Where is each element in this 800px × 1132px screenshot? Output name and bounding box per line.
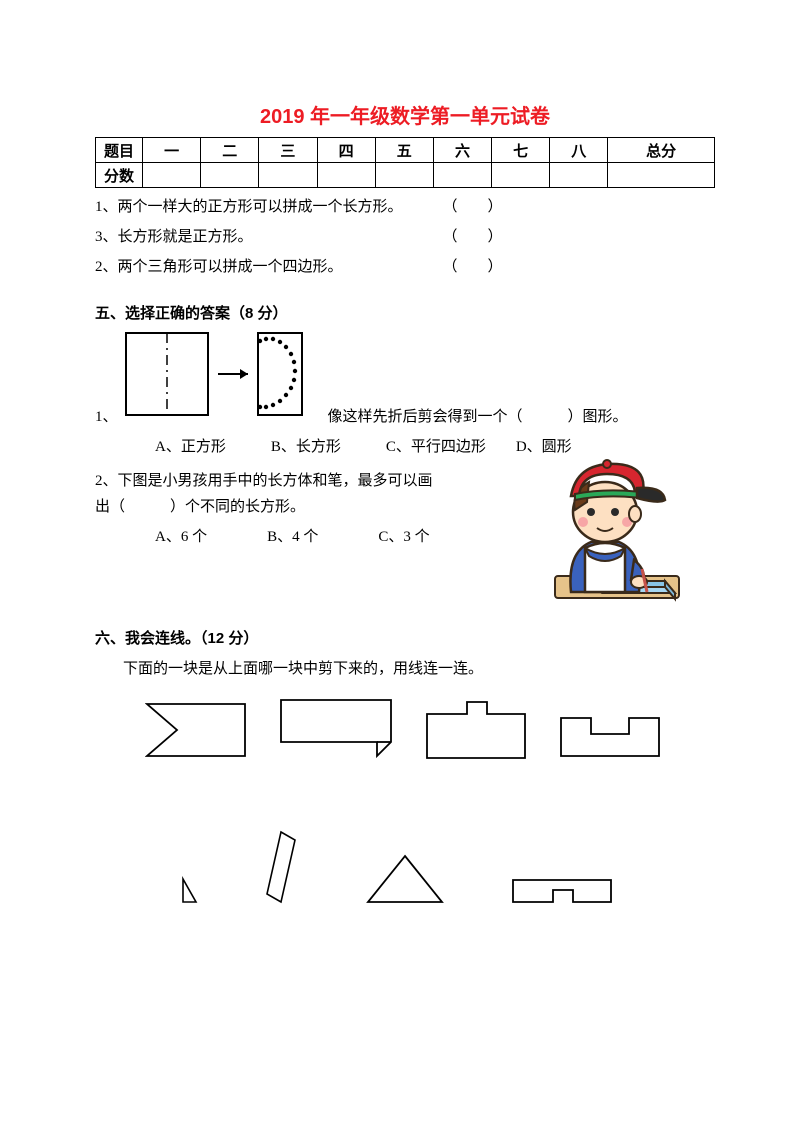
score-cell: [143, 163, 201, 188]
shape-triangle: [364, 852, 446, 906]
score-value-row: 分数: [96, 163, 715, 188]
dotted-arc: [258, 337, 296, 408]
shape-rect-top-notch: [559, 716, 663, 760]
score-cell: [550, 163, 608, 188]
score-cell: 二: [201, 138, 259, 163]
fold-cut-diagram: [118, 329, 328, 432]
bottom-shapes-row: [180, 830, 715, 906]
shape-rect-cut-corner: [279, 698, 395, 760]
shape-small-tri: [180, 876, 200, 906]
tf-blank: （ ）: [443, 199, 503, 215]
shape-sliver: [265, 830, 299, 906]
score-cell: [375, 163, 433, 188]
tf-text: 两个一样大的正方形可以拼成一个长方形。: [118, 199, 403, 215]
score-cell: [317, 163, 375, 188]
score-cell: 四: [317, 138, 375, 163]
tf-text: 两个三角形可以拼成一个四边形。: [118, 259, 343, 275]
score-cell: 三: [259, 138, 317, 163]
score-cell: [259, 163, 317, 188]
tf-num: 2、: [95, 259, 118, 275]
tf-blank: （ ）: [443, 229, 503, 245]
score-cell: 七: [492, 138, 550, 163]
shape-chevron-rect: [145, 702, 249, 760]
top-shapes-row: [145, 698, 715, 760]
score-cell: 六: [433, 138, 491, 163]
q5-1: 1、 像这样先折后剪会得到一个（ ）图形。: [95, 329, 715, 432]
score-header-row: 题目 一 二 三 四 五 六 七 八 总分: [96, 138, 715, 163]
tf-text: 长方形就是正方形。: [118, 229, 253, 245]
score-cell: [608, 163, 715, 188]
score-cell: [492, 163, 550, 188]
q-num: 1、: [95, 409, 118, 425]
score-cell: 五: [375, 138, 433, 163]
section6-heading: 六、我会连线。（12 分）: [95, 627, 715, 648]
tf-item: 1、两个一样大的正方形可以拼成一个长方形。 （ ）: [95, 192, 715, 222]
section5-heading: 五、选择正确的答案（8 分）: [95, 302, 715, 323]
page-title: 2019 年一年级数学第一单元试卷: [95, 100, 715, 129]
tf-num: 3、: [95, 229, 118, 245]
true-false-block: 1、两个一样大的正方形可以拼成一个长方形。（ ） 3、长方形就是正方形。（ ） …: [95, 192, 715, 282]
section6-instruction: 下面的一块是从上面哪一块中剪下来的，用线连一连。: [123, 654, 715, 684]
tf-item: 2、两个三角形可以拼成一个四边形。 （ ）: [95, 252, 715, 282]
score-cell: 分数: [96, 163, 143, 188]
shape-bracket-down: [511, 878, 615, 906]
score-cell: 八: [550, 138, 608, 163]
tf-blank: （ ）: [443, 259, 503, 275]
boy-illustration: [547, 452, 687, 607]
score-cell: 总分: [608, 138, 715, 163]
score-cell: [201, 163, 259, 188]
score-table: 题目 一 二 三 四 五 六 七 八 总分 分数: [95, 137, 715, 188]
score-cell: 题目: [96, 138, 143, 163]
score-cell: [433, 163, 491, 188]
q-trail: 像这样先折后剪会得到一个（ ）图形。: [328, 409, 628, 425]
tf-item: 3、长方形就是正方形。 （ ）: [95, 222, 715, 252]
shape-rect-top-tab: [425, 700, 529, 760]
tf-num: 1、: [95, 199, 118, 215]
score-cell: 一: [143, 138, 201, 163]
